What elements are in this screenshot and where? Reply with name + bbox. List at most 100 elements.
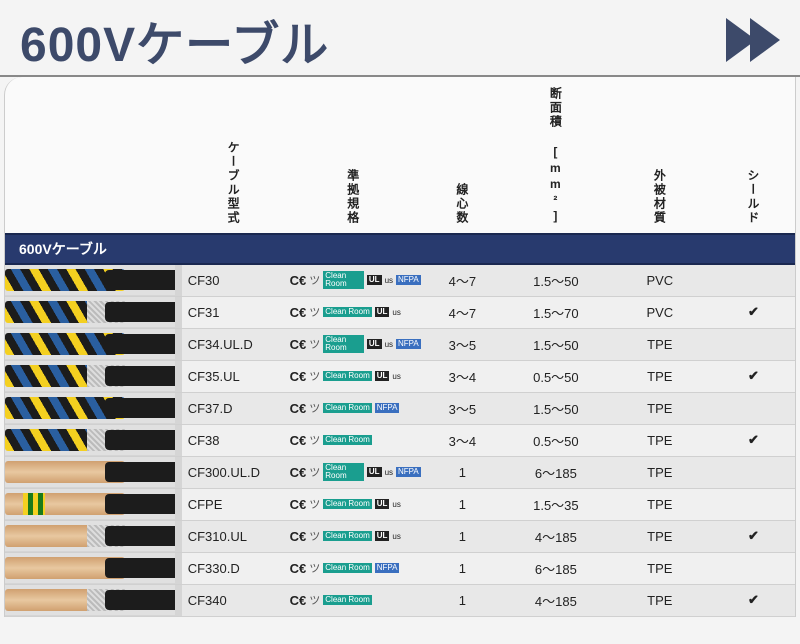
cable-thumbnail — [5, 392, 182, 424]
cable-icon — [5, 265, 175, 295]
cell-area: 1.5〜35 — [504, 488, 608, 520]
cell-jacket: TPE — [608, 424, 712, 456]
cert-icons: C€ツClean RoomULus — [290, 528, 421, 544]
cleanroom-icon: Clean Room — [323, 531, 371, 541]
cell-standards: C€ツClean Room — [286, 424, 421, 456]
cleanroom-icon: Clean Room — [323, 595, 371, 605]
ul-us-icon: us — [385, 340, 393, 349]
eac-icon: ツ — [309, 528, 320, 544]
ce-icon: C€ — [290, 465, 307, 480]
cell-shield: ✔ — [712, 520, 795, 552]
table-row: CF340C€ツClean Room14〜185TPE✔ — [5, 584, 795, 616]
cable-icon — [5, 553, 175, 583]
table-row: CF37.DC€ツClean RoomNFPA3〜51.5〜50TPE — [5, 392, 795, 424]
ce-icon: C€ — [290, 529, 307, 544]
cleanroom-icon: Clean Room — [323, 499, 371, 509]
cell-shield — [712, 264, 795, 296]
ce-icon: C€ — [290, 401, 307, 416]
ce-icon: C€ — [290, 337, 307, 352]
cert-icons: C€ツClean RoomULusNFPA — [290, 271, 421, 289]
cell-model: CF330.D — [182, 552, 286, 584]
ul-icon: UL — [367, 339, 382, 349]
cell-jacket: TPE — [608, 552, 712, 584]
cert-icons: C€ツClean RoomNFPA — [290, 560, 421, 576]
cable-icon — [5, 393, 175, 423]
cell-jacket: TPE — [608, 584, 712, 616]
cell-jacket: TPE — [608, 488, 712, 520]
nfpa-icon: NFPA — [396, 339, 421, 349]
cell-jacket: TPE — [608, 520, 712, 552]
cert-icons: C€ツClean RoomULusNFPA — [290, 335, 421, 353]
ce-icon: C€ — [290, 561, 307, 576]
ul-us-icon: us — [392, 500, 400, 509]
cell-jacket: PVC — [608, 264, 712, 296]
eac-icon: ツ — [309, 592, 320, 608]
eac-icon: ツ — [309, 400, 320, 416]
cable-thumbnail — [5, 360, 182, 392]
cell-jacket: TPE — [608, 456, 712, 488]
section-banner: 600Vケーブル — [5, 234, 795, 264]
cell-standards: C€ツClean RoomULus — [286, 488, 421, 520]
arrow-icon — [750, 18, 780, 62]
cert-icons: C€ツClean RoomULus — [290, 304, 421, 320]
cell-area: 4〜185 — [504, 520, 608, 552]
cell-jacket: TPE — [608, 360, 712, 392]
ul-icon: UL — [375, 531, 390, 541]
cell-model: CF37.D — [182, 392, 286, 424]
cable-icon — [5, 297, 175, 327]
cell-standards: C€ツClean RoomNFPA — [286, 392, 421, 424]
cell-model: CF31 — [182, 296, 286, 328]
cable-thumbnail — [5, 488, 182, 520]
ce-icon: C€ — [290, 305, 307, 320]
cable-spec-table: ケーブル型式 準拠規格 線心数 断面積 [mm²] 外被材質 シールド 600V… — [5, 87, 795, 617]
cell-cores: 3〜4 — [421, 424, 504, 456]
cell-standards: C€ツClean RoomULusNFPA — [286, 264, 421, 296]
cell-cores: 3〜5 — [421, 392, 504, 424]
ce-icon: C€ — [290, 433, 307, 448]
eac-icon: ツ — [309, 304, 320, 320]
cell-area: 1.5〜50 — [504, 328, 608, 360]
ul-us-icon: us — [392, 308, 400, 317]
section-label: 600Vケーブル — [5, 234, 795, 264]
eac-icon: ツ — [309, 336, 320, 352]
cell-cores: 4〜7 — [421, 264, 504, 296]
page: 600Vケーブル ケーブル型式 準拠規格 線心数 断面積 [mm²] 外被材質 … — [0, 0, 800, 617]
cell-standards: C€ツClean Room — [286, 584, 421, 616]
eac-icon: ツ — [309, 368, 320, 384]
cell-area: 1.5〜50 — [504, 392, 608, 424]
ce-icon: C€ — [290, 273, 307, 288]
cell-shield: ✔ — [712, 584, 795, 616]
cell-area: 4〜185 — [504, 584, 608, 616]
cell-area: 1.5〜50 — [504, 264, 608, 296]
nfpa-icon: NFPA — [396, 467, 421, 477]
nfpa-icon: NFPA — [375, 563, 400, 573]
cell-shield — [712, 392, 795, 424]
cable-icon — [5, 425, 175, 455]
cell-model: CF34.UL.D — [182, 328, 286, 360]
forward-arrows — [732, 18, 780, 62]
cell-shield: ✔ — [712, 424, 795, 456]
table-row: CF34.UL.DC€ツClean RoomULusNFPA3〜51.5〜50T… — [5, 328, 795, 360]
ul-us-icon: us — [385, 468, 393, 477]
table-body: 600Vケーブル CF30C€ツClean RoomULusNFPA4〜71.5… — [5, 234, 795, 616]
cell-shield — [712, 328, 795, 360]
cleanroom-icon: Clean Room — [323, 563, 371, 573]
cell-jacket: PVC — [608, 296, 712, 328]
cell-cores: 1 — [421, 456, 504, 488]
cell-jacket: TPE — [608, 328, 712, 360]
cert-icons: C€ツClean RoomNFPA — [290, 400, 421, 416]
ul-icon: UL — [375, 499, 390, 509]
cell-model: CFPE — [182, 488, 286, 520]
cable-thumbnail — [5, 328, 182, 360]
ul-us-icon: us — [385, 276, 393, 285]
col-cores: 線心数 — [421, 87, 504, 234]
cert-icons: C€ツClean RoomULus — [290, 496, 421, 512]
col-standards: 準拠規格 — [286, 87, 421, 234]
cable-icon — [5, 457, 175, 487]
cable-icon — [5, 489, 175, 519]
table-row: CF310.ULC€ツClean RoomULus14〜185TPE✔ — [5, 520, 795, 552]
cleanroom-icon: Clean Room — [323, 435, 371, 445]
cable-thumbnail — [5, 264, 182, 296]
page-title: 600Vケーブル — [20, 5, 329, 75]
cert-icons: C€ツClean Room — [290, 432, 421, 448]
